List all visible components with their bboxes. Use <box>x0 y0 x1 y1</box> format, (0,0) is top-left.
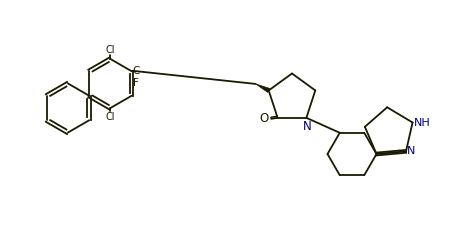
Text: N: N <box>303 120 311 133</box>
Text: Cl: Cl <box>106 45 115 55</box>
Text: N: N <box>407 146 415 156</box>
Text: Cl: Cl <box>106 112 115 122</box>
Text: O: O <box>260 112 269 125</box>
Polygon shape <box>256 84 270 93</box>
Text: NH: NH <box>414 118 431 128</box>
Text: C: C <box>132 66 140 76</box>
Text: F: F <box>133 78 139 88</box>
